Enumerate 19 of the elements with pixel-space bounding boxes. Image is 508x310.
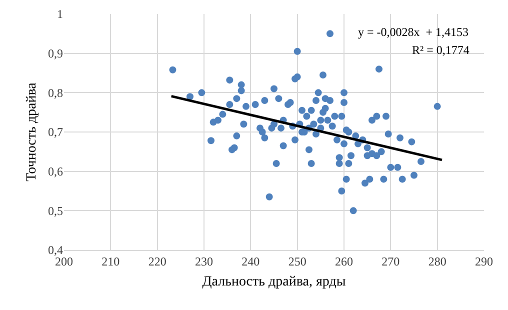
y-tick-label: 0,7 bbox=[48, 125, 63, 140]
x-tick-label: 220 bbox=[148, 254, 166, 268]
x-tick-label: 260 bbox=[335, 254, 353, 268]
x-axis-title: Дальность драйва, ярды bbox=[202, 274, 346, 290]
y-tick-label: 1 bbox=[57, 7, 63, 22]
x-tick-label: 250 bbox=[288, 254, 306, 268]
x-tick-label: 280 bbox=[428, 254, 446, 268]
y-tick-label: 0,8 bbox=[48, 86, 63, 100]
y-tick-label: 0,9 bbox=[48, 46, 63, 61]
x-tick-label: 210 bbox=[102, 254, 120, 268]
x-tick-label: 230 bbox=[195, 254, 213, 268]
x-tick-label: 240 bbox=[242, 254, 260, 268]
y-tick-label: 0,5 bbox=[48, 204, 63, 218]
x-tick-label: 290 bbox=[475, 254, 493, 268]
x-tick-label: 270 bbox=[382, 254, 400, 268]
annotation: y = -0,0028x + 1,4153 bbox=[358, 25, 469, 39]
y-axis-title: Точность драйва bbox=[24, 82, 40, 182]
y-tick-label: 0,6 bbox=[48, 164, 63, 179]
annotation: R² = 0,1774 bbox=[412, 43, 470, 57]
